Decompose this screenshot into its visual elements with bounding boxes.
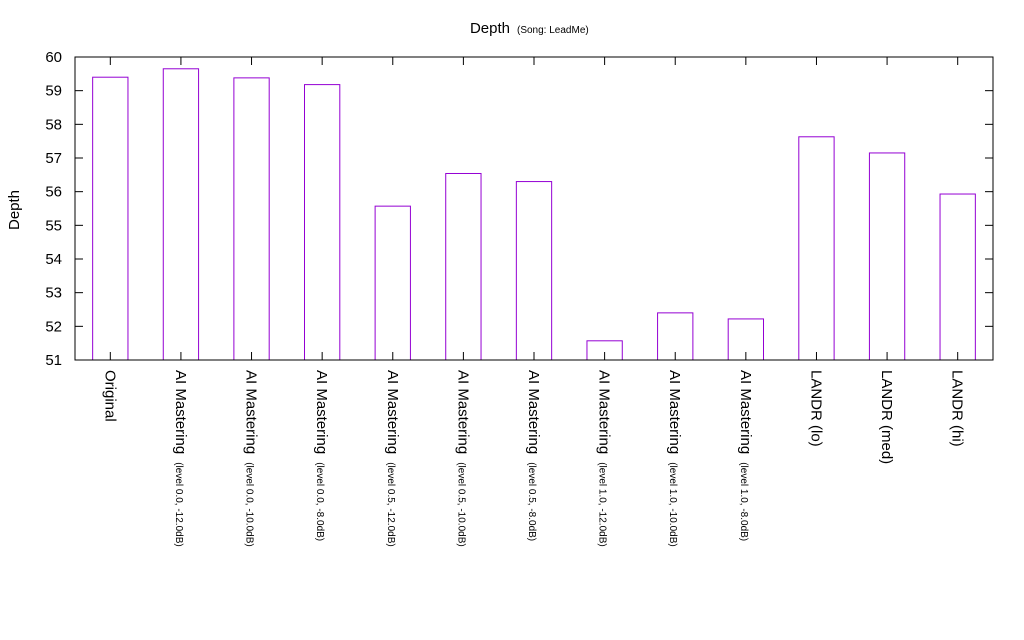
- bars: [92, 68, 976, 361]
- plot-frame: [74, 56, 994, 361]
- x-tick-label-main: AI Mastering: [172, 370, 189, 454]
- x-tick-label-main: AI Mastering: [666, 370, 683, 454]
- x-axis: Original AI Mastering (level 0.0, -12.0dB)…: [101, 57, 966, 547]
- chart-title-main: Depth: [470, 20, 510, 37]
- x-tick-label: AI Mastering (level 0.5, -12.0dB): [384, 370, 401, 547]
- bar: [233, 77, 270, 361]
- y-tick-label: 55: [45, 217, 62, 234]
- bar: [798, 136, 835, 361]
- x-tick-label-main: AI Mastering: [596, 370, 613, 454]
- x-tick-label-sub: (level 1.0, -8.0dB): [738, 462, 749, 541]
- x-tick-label-main: AI Mastering: [243, 370, 260, 454]
- x-tick-label-sub: (level 0.0, -8.0dB): [314, 462, 325, 541]
- x-tick-label-main: LANDR (med): [878, 370, 895, 464]
- x-tick-label: AI Mastering (level 1.0, -8.0dB): [737, 370, 754, 541]
- x-tick-label: AI Mastering (level 0.0, -8.0dB): [313, 370, 330, 541]
- bar: [515, 181, 553, 361]
- x-tick-label: LANDR (hi): [949, 370, 966, 447]
- x-tick-label-main: LANDR (lo): [807, 370, 824, 447]
- x-tick-label-sub: (level 1.0, -12.0dB): [597, 462, 608, 547]
- chart-title: Depth (Song: LeadMe): [470, 20, 589, 37]
- y-tick-label: 60: [45, 49, 62, 66]
- x-tick-label-main: AI Mastering: [737, 370, 754, 454]
- y-axis-label: Depth: [6, 190, 23, 230]
- x-tick-label: LANDR (lo): [807, 370, 824, 447]
- x-tick-label: AI Mastering (level 0.0, -10.0dB): [243, 370, 260, 547]
- x-tick-label: Original: [101, 370, 118, 422]
- y-tick-label: 57: [45, 150, 62, 167]
- bar: [92, 76, 129, 361]
- x-tick-label: AI Mastering (level 0.5, -8.0dB): [525, 370, 542, 541]
- y-tick-label: 59: [45, 83, 62, 100]
- x-tick-label-sub: (level 0.0, -12.0dB): [173, 462, 184, 547]
- x-tick-label-main: Original: [101, 370, 118, 422]
- x-tick-label-main: AI Mastering: [454, 370, 471, 454]
- y-axis: 51 52 53 54 55 56 57 58 59 60: [45, 49, 993, 369]
- y-tick-label: 52: [45, 318, 62, 335]
- y-tick-label: 51: [45, 352, 62, 369]
- x-tick-label-main: LANDR (hi): [949, 370, 966, 447]
- y-tick-label: 56: [45, 184, 62, 201]
- y-tick-label: 54: [45, 251, 62, 268]
- chart-subtitle: (Song: LeadMe): [517, 25, 589, 36]
- x-tick-label-sub: (level 1.0, -10.0dB): [667, 462, 678, 547]
- y-tick-label: 53: [45, 285, 62, 302]
- y-tick-label: 58: [45, 116, 62, 133]
- bar: [445, 172, 482, 361]
- x-tick-label: AI Mastering (level 1.0, -10.0dB): [666, 370, 683, 547]
- x-tick-label-main: AI Mastering: [313, 370, 330, 454]
- x-tick-label-main: AI Mastering: [384, 370, 401, 454]
- x-tick-label: AI Mastering (level 1.0, -12.0dB): [596, 370, 613, 547]
- x-tick-label-sub: (level 0.5, -12.0dB): [385, 462, 396, 547]
- x-tick-label-main: AI Mastering: [525, 370, 542, 454]
- x-tick-label-sub: (level 0.0, -10.0dB): [244, 462, 255, 547]
- x-tick-label-sub: (level 0.5, -10.0dB): [455, 462, 466, 547]
- bar: [868, 152, 906, 361]
- bar: [374, 205, 411, 361]
- bar: [939, 193, 976, 361]
- x-tick-label: AI Mastering (level 0.5, -10.0dB): [454, 370, 471, 547]
- x-tick-label: LANDR (med): [878, 370, 895, 464]
- x-tick-label-sub: (level 0.5, -8.0dB): [526, 462, 537, 541]
- bar: [162, 68, 200, 361]
- bar: [304, 84, 341, 361]
- x-tick-label: AI Mastering (level 0.0, -12.0dB): [172, 370, 189, 547]
